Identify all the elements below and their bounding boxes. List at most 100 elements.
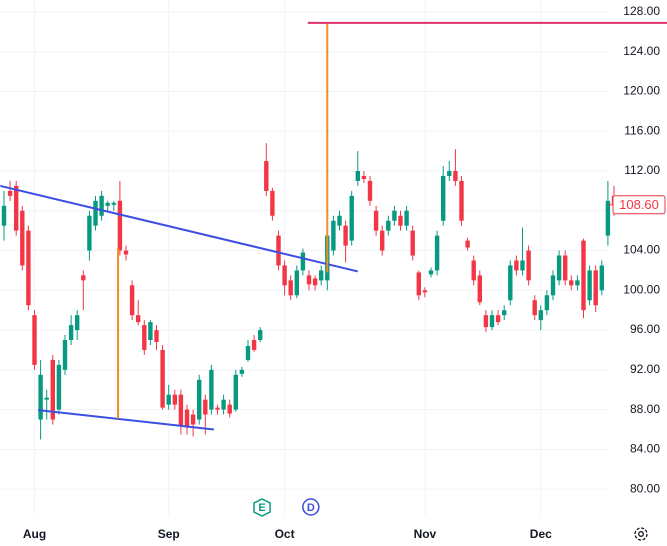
candle-body [178,394,184,427]
candle-body [68,325,74,341]
candle-body [355,171,360,181]
candle-body [465,240,470,248]
candle-body [331,220,336,251]
x-tick-label: Dec [530,527,552,541]
candle-body [160,349,165,408]
candle-body [154,330,159,343]
candle-body [32,315,37,365]
y-tick-label: 92.00 [630,362,660,376]
candle-body [44,397,49,400]
candle-body [392,210,397,221]
candle-body [575,280,580,286]
event-label: D [307,502,315,514]
drawing-line [38,409,214,431]
candle-body [245,345,251,360]
candle-body [502,310,507,316]
y-tick-label: 128.00 [623,4,660,18]
y-tick-label: 80.00 [630,481,660,495]
candle-body [1,205,7,226]
candle-body [422,290,428,293]
candle-body [20,210,25,266]
candle-body [434,235,440,271]
candle-body [312,278,318,286]
candle-body [7,190,13,196]
event-badge[interactable]: D [302,498,320,516]
candle-body [550,275,556,296]
candle-body [367,180,373,201]
event-badge[interactable]: E [253,498,271,517]
candle-body [142,325,147,350]
candle-body [227,404,232,414]
y-tick-label: 96.00 [630,322,660,336]
candle-body [398,215,403,226]
settings-icon[interactable] [634,527,648,541]
x-tick-label: Oct [275,527,295,541]
candle-body [288,280,293,296]
candle-body [483,315,489,328]
candle-body [605,200,611,236]
candle-body [300,252,306,271]
candle-body [111,202,116,205]
candle-body [569,280,574,286]
x-tick-label: Sep [158,527,180,541]
event-shape [302,498,320,516]
candle-body [447,171,452,176]
candle-body [38,374,43,420]
candle-body [26,230,31,306]
candle-body [215,407,220,410]
candle-body [581,240,586,311]
candle-body [416,272,421,296]
candle-body [306,275,312,285]
candle-body [599,265,604,291]
candle-body [538,310,543,321]
last-price-box [612,195,666,215]
candle-body [81,275,86,281]
candle-body [105,202,110,206]
candle-body [166,394,171,405]
event-label: E [258,502,265,514]
candle-body [477,275,482,303]
candle-body [276,235,281,266]
candle-body [233,374,238,410]
candle-body [563,255,568,281]
candle-body [136,315,141,323]
candle-body [50,359,55,420]
candle-body [441,175,446,221]
candle-body [129,285,135,316]
y-tick-label: 124.00 [623,44,660,58]
candle-body [495,315,501,323]
candle-body [117,200,123,251]
candle-body [270,190,275,216]
y-tick-label: 112.00 [624,163,660,177]
candle-body [190,414,196,425]
candle-body [453,171,458,181]
candle-body [172,394,177,405]
y-tick-label: 116.00 [624,123,660,137]
candle-body [56,364,62,410]
last-price-label: 108.60 [619,197,659,212]
candle-body [587,270,592,301]
y-tick-label: 120.00 [623,84,660,98]
candle-body [428,270,434,275]
candle-body [593,270,598,306]
candle-body [508,265,513,301]
candle-body [99,195,104,216]
y-tick-label: 84.00 [630,442,660,456]
candle-body [380,230,385,251]
candle-body [459,180,464,221]
candle-body [294,270,299,296]
candle-body [471,260,476,281]
candle-body [258,330,263,341]
candle-body [526,250,531,281]
candle-body [148,322,153,341]
drawing-line [0,184,359,273]
candle-body [410,230,415,256]
candle-body [123,250,129,255]
x-tick-label: Aug [23,527,46,541]
candle-body [343,225,348,246]
candle-body [239,369,245,374]
candle-body [532,300,537,316]
candle-body [184,409,190,428]
candle-body [264,161,269,191]
